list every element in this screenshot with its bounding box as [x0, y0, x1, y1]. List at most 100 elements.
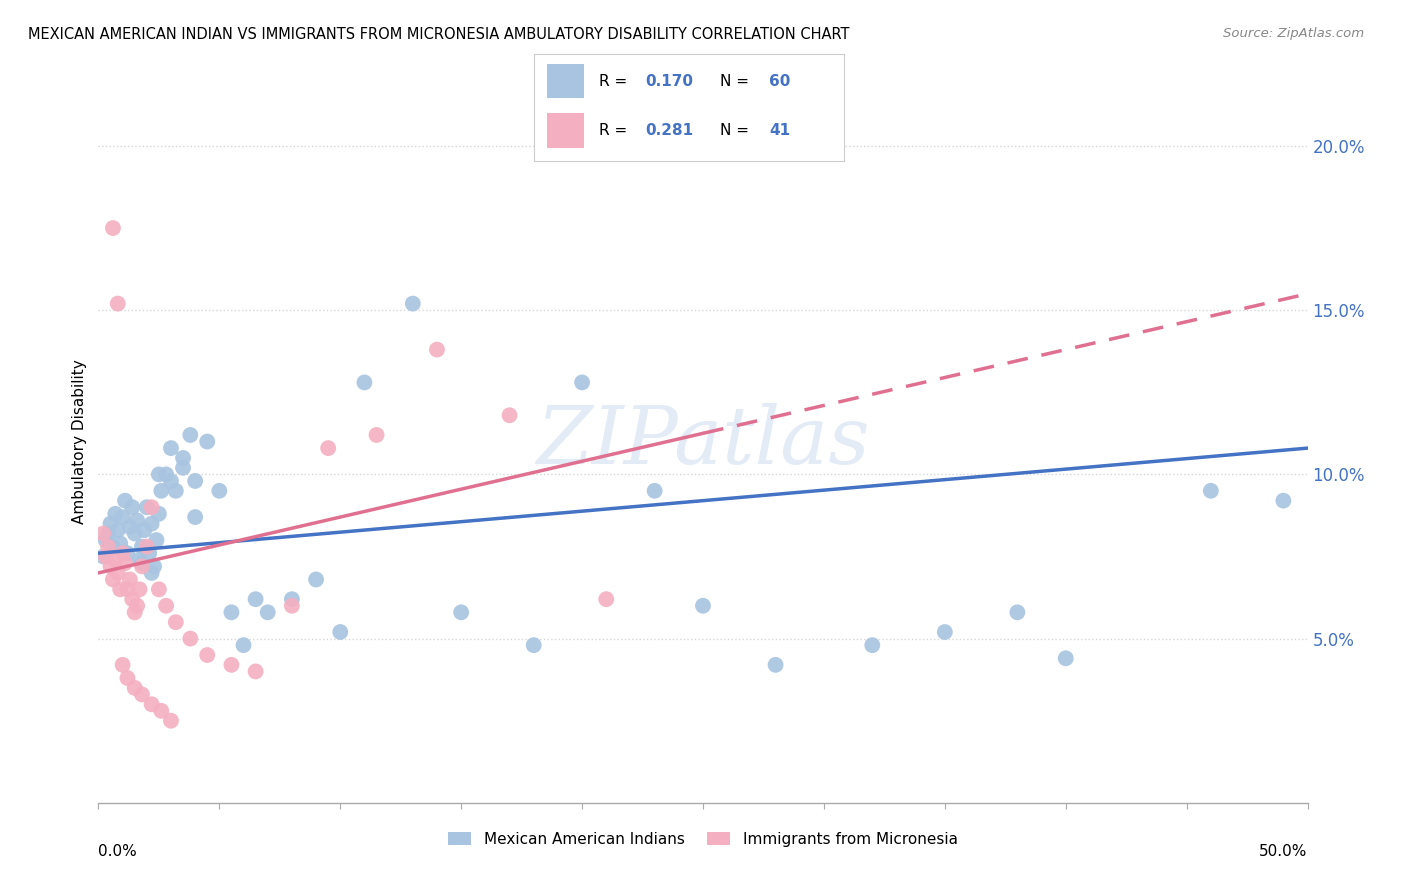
Point [155, 467, 177, 482]
Point [160, 714, 183, 728]
Bar [547, 64, 583, 98]
Point [145, 533, 167, 547]
Text: 50.0%: 50.0% [1260, 845, 1308, 860]
Legend: Mexican American Indians, Immigrants from Micronesia: Mexican American Indians, Immigrants fro… [443, 826, 963, 853]
Point [450, 605, 472, 619]
Point [232, 638, 254, 652]
Point [117, 582, 139, 597]
Point [108, 582, 131, 597]
Point [118, 573, 141, 587]
Point [117, 671, 139, 685]
Point [1054, 651, 1077, 665]
Point [131, 687, 153, 701]
Point [117, 546, 139, 560]
Point [305, 573, 328, 587]
Point [127, 513, 149, 527]
Point [111, 510, 134, 524]
Point [523, 638, 546, 652]
Point [692, 599, 714, 613]
Text: N =: N = [720, 123, 754, 138]
Point [134, 523, 156, 537]
Point [256, 605, 278, 619]
Text: R =: R = [599, 123, 633, 138]
Point [160, 441, 183, 455]
Point [281, 592, 304, 607]
Point [127, 599, 149, 613]
Point [195, 434, 218, 449]
Point [141, 566, 163, 580]
Point [100, 559, 122, 574]
Point [124, 526, 146, 541]
Point [124, 681, 146, 695]
Point [366, 428, 388, 442]
Point [104, 507, 127, 521]
Point [141, 516, 163, 531]
Point [131, 559, 153, 574]
Point [100, 516, 122, 531]
Point [121, 500, 143, 515]
Point [595, 592, 617, 607]
Point [160, 474, 183, 488]
Point [179, 428, 201, 442]
Point [571, 376, 593, 390]
Text: 0.281: 0.281 [645, 123, 693, 138]
Point [860, 638, 883, 652]
Point [111, 657, 134, 672]
Point [94, 549, 117, 564]
Point [934, 625, 956, 640]
Text: ZIPatlas: ZIPatlas [536, 403, 870, 480]
Point [128, 553, 150, 567]
Point [644, 483, 666, 498]
Point [402, 296, 425, 310]
Point [131, 556, 153, 570]
Point [128, 582, 150, 597]
Point [101, 221, 124, 235]
Text: 0.0%: 0.0% [98, 845, 138, 860]
Point [1199, 483, 1222, 498]
Point [141, 698, 163, 712]
Point [148, 507, 170, 521]
Point [114, 493, 136, 508]
Text: N =: N = [720, 74, 754, 89]
Point [498, 409, 520, 423]
Y-axis label: Ambulatory Disability: Ambulatory Disability [72, 359, 87, 524]
Bar [547, 113, 583, 148]
Point [143, 559, 166, 574]
Point [426, 343, 449, 357]
Point [155, 599, 177, 613]
Point [121, 592, 143, 607]
Point [118, 520, 141, 534]
Point [104, 553, 127, 567]
Point [195, 648, 218, 662]
Point [165, 615, 187, 630]
Point [353, 376, 375, 390]
Text: 0.170: 0.170 [645, 74, 693, 89]
Point [97, 540, 120, 554]
Point [179, 632, 201, 646]
Point [165, 483, 187, 498]
Point [1007, 605, 1029, 619]
Point [765, 657, 787, 672]
Point [141, 500, 163, 515]
Point [138, 546, 160, 560]
Point [150, 483, 173, 498]
Point [111, 546, 134, 560]
Text: Source: ZipAtlas.com: Source: ZipAtlas.com [1223, 27, 1364, 40]
Point [114, 556, 136, 570]
Text: MEXICAN AMERICAN INDIAN VS IMMIGRANTS FROM MICRONESIA AMBULATORY DISABILITY CORR: MEXICAN AMERICAN INDIAN VS IMMIGRANTS FR… [28, 27, 849, 42]
Point [281, 599, 304, 613]
Point [172, 450, 194, 465]
Point [148, 467, 170, 482]
Point [124, 605, 146, 619]
Point [221, 605, 243, 619]
Point [135, 540, 157, 554]
Point [208, 483, 231, 498]
Point [172, 460, 194, 475]
Point [107, 523, 129, 537]
Point [329, 625, 352, 640]
Point [107, 296, 129, 310]
Point [1272, 493, 1295, 508]
Text: R =: R = [599, 74, 633, 89]
Point [91, 549, 114, 564]
Point [245, 665, 267, 679]
